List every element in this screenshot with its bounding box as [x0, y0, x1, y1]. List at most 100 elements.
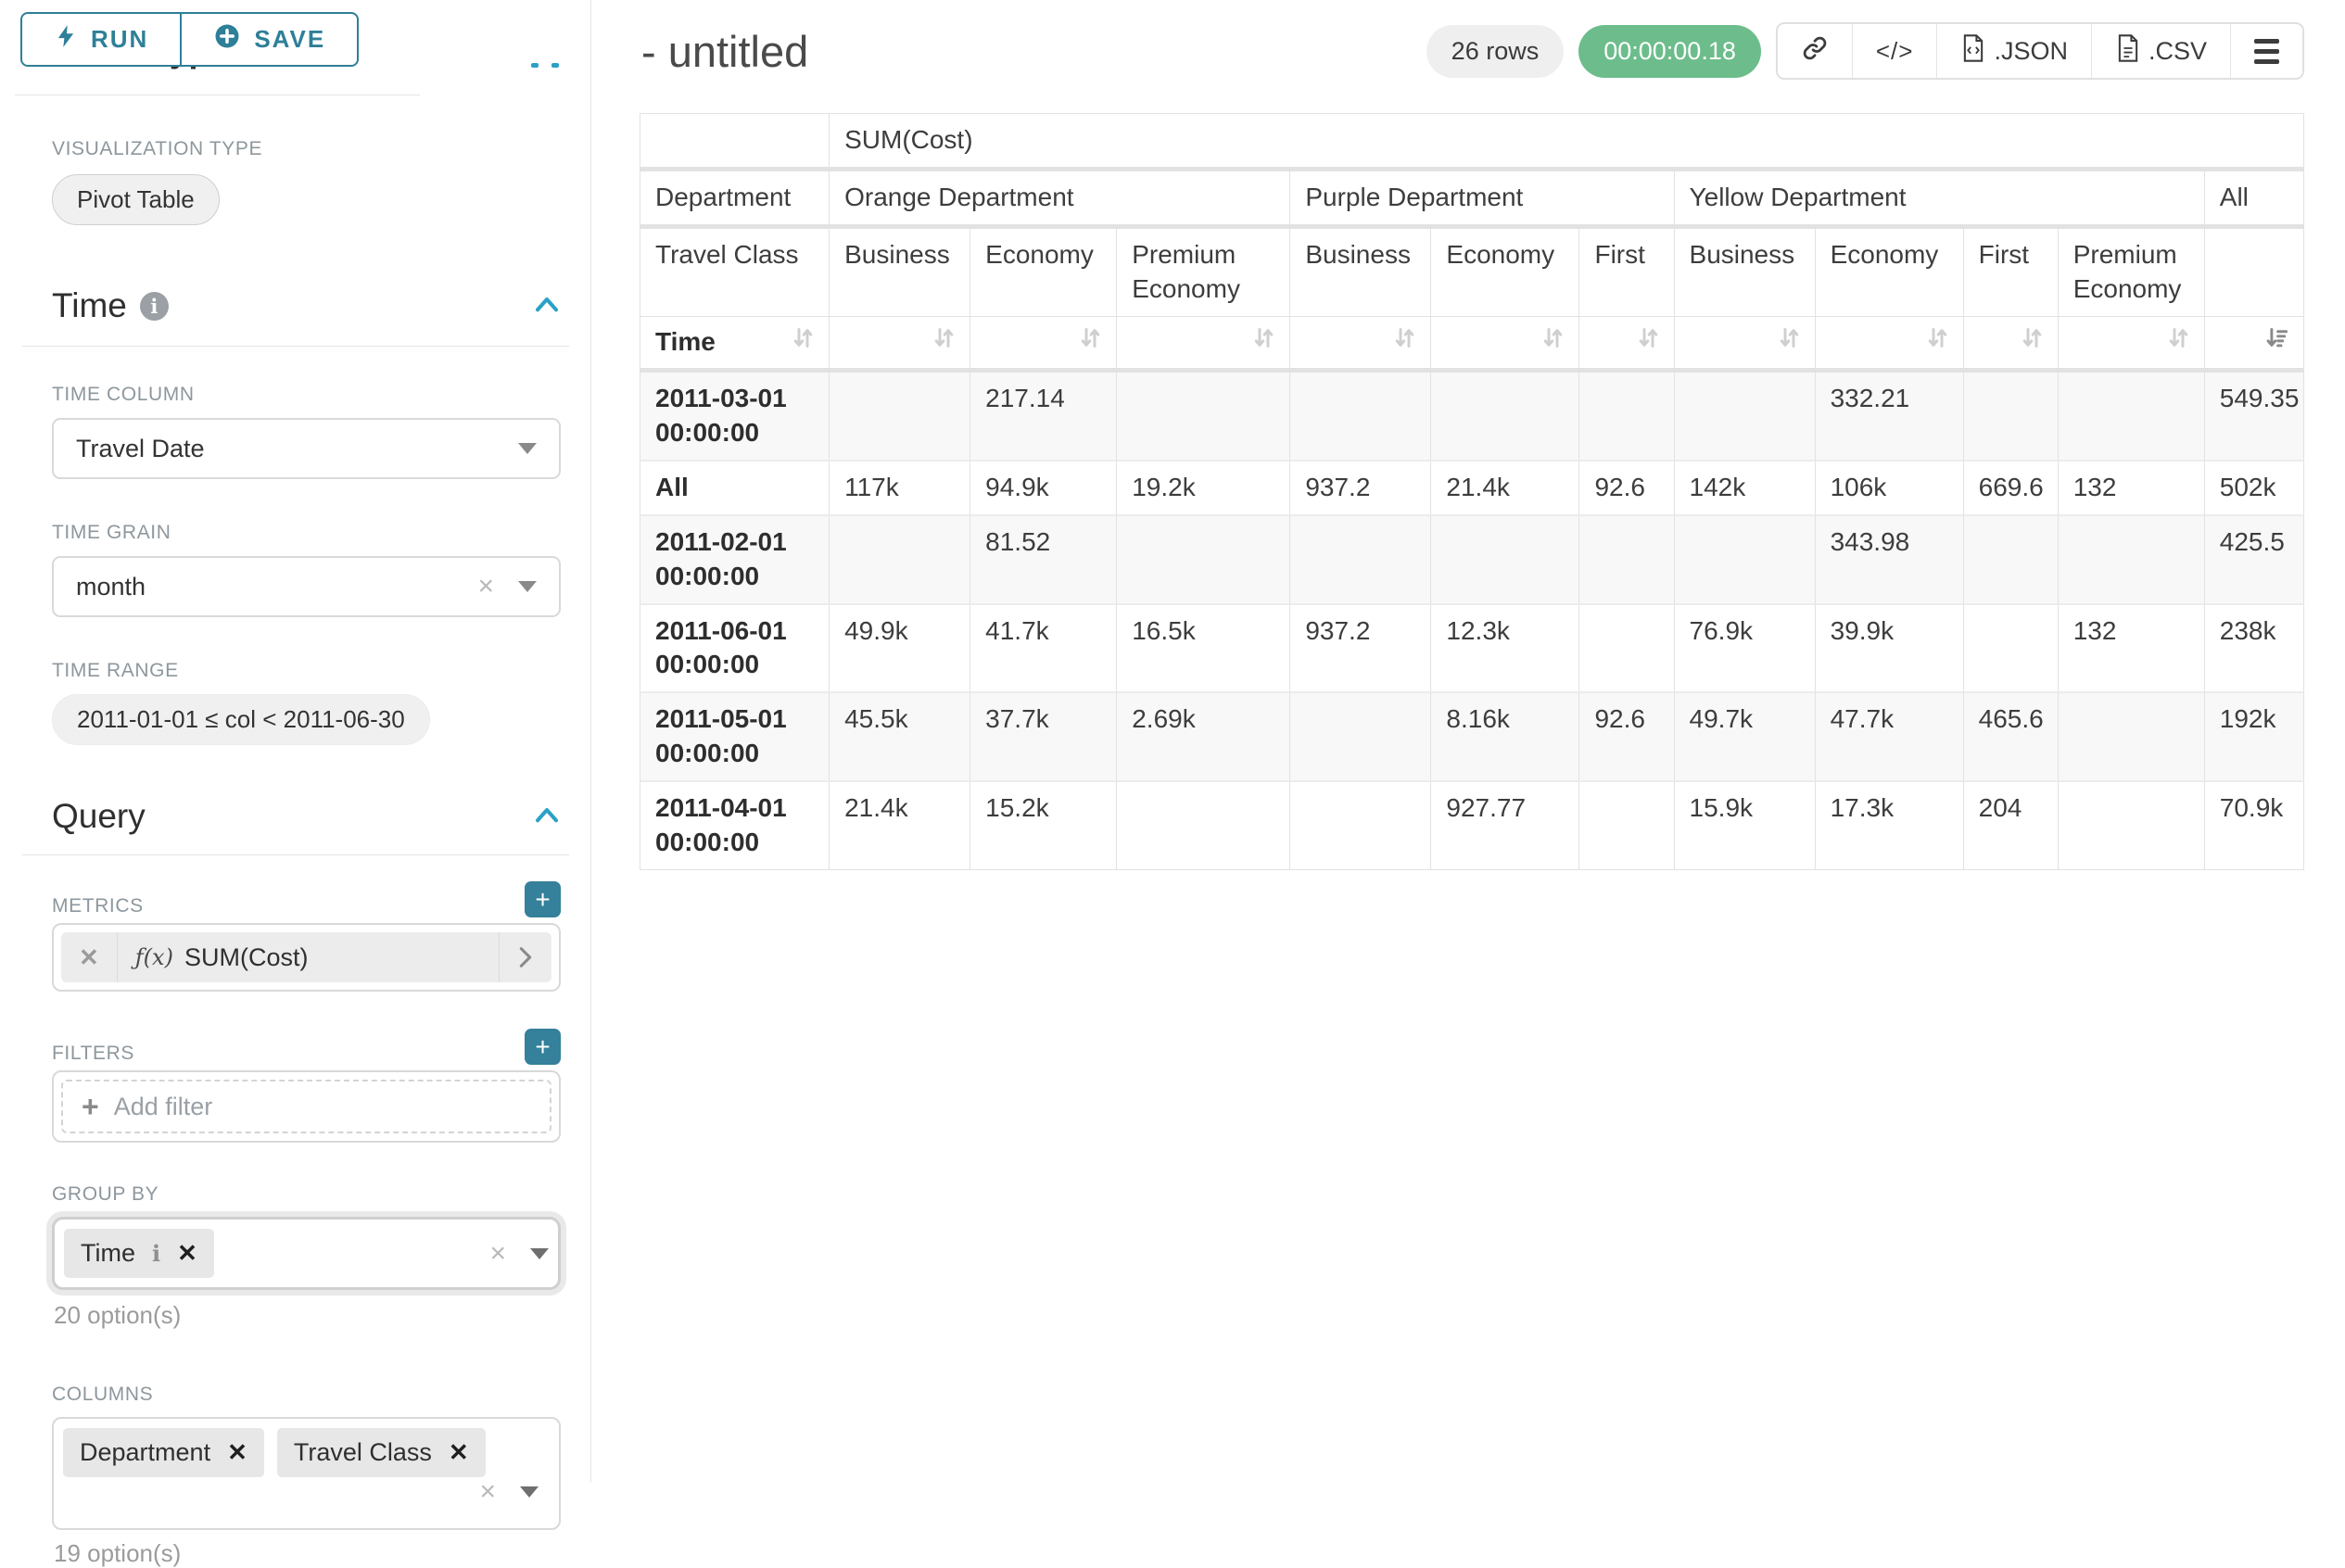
columns-chip[interactable]: Department ✕ [63, 1428, 264, 1477]
pivot-cell: 343.98 [1815, 515, 1964, 605]
pivot-row-label: All [640, 461, 830, 516]
run-button[interactable]: RUN [20, 12, 183, 67]
time-column-select[interactable]: Travel Date [52, 418, 561, 479]
pivot-col-group-header: Orange Department [830, 171, 1291, 229]
add-filter-plus-button[interactable]: + [525, 1029, 561, 1065]
columns-select[interactable]: Department ✕ Travel Class ✕ × [52, 1417, 561, 1530]
query-section-title: Query [52, 797, 146, 835]
pivot-cell: 21.4k [830, 782, 971, 871]
pivot-cell: 92.6 [1579, 461, 1675, 516]
remove-chip-icon[interactable]: ✕ [448, 1438, 469, 1466]
pivot-cell: 106k [1815, 461, 1964, 516]
add-metric-button[interactable]: + [525, 881, 561, 917]
pivot-cell [1117, 515, 1291, 605]
sort-header[interactable] [1431, 316, 1580, 373]
chevron-up-icon[interactable] [531, 63, 559, 68]
pivot-cell: 142k [1674, 461, 1816, 516]
time-column-value: Travel Date [76, 434, 205, 462]
pivot-cell [1290, 782, 1432, 871]
sort-icon [1251, 325, 1276, 360]
sort-icon [1925, 325, 1950, 360]
save-button-label: SAVE [254, 25, 326, 53]
sort-icon [1540, 325, 1565, 360]
info-icon: i [139, 291, 169, 321]
remove-chip-icon[interactable]: ✕ [177, 1239, 197, 1267]
pivot-cell: 502k [2204, 461, 2304, 516]
pivot-col-header: Business [1674, 228, 1816, 317]
sort-header[interactable] [970, 316, 1118, 373]
pivot-cell: 937.2 [1290, 461, 1432, 516]
pivot-col-header: Premium Economy [1117, 228, 1291, 317]
export-csv-button[interactable]: .CSV [2090, 24, 2230, 78]
table-row: 2011-04-01 00:00:00 21.4k 15.2k 927.77 15.9k… [640, 782, 2304, 871]
group-by-select[interactable]: Time i ✕ × [52, 1217, 561, 1290]
export-json-label: .JSON [1994, 36, 2068, 65]
pivot-cell [2058, 782, 2205, 871]
chevron-right-icon[interactable] [499, 932, 551, 982]
columns-chip[interactable]: Travel Class ✕ [276, 1428, 486, 1477]
caret-down-icon [530, 1247, 549, 1259]
pivot-cell: 16.5k [1117, 604, 1291, 694]
chip-label: Time [81, 1239, 135, 1267]
pivot-table: SUM(Cost) Department Orange Department Purp… [640, 113, 2304, 871]
pivot-cell [1290, 515, 1432, 605]
pivot-cell: 332.21 [1815, 372, 1964, 462]
pivot-cell: 47.7k [1815, 693, 1964, 783]
sort-header[interactable] [2204, 316, 2304, 373]
sort-header[interactable] [830, 316, 971, 373]
sort-header[interactable] [1290, 316, 1432, 373]
share-link-button[interactable] [1778, 24, 1852, 78]
menu-button[interactable] [2230, 24, 2302, 78]
sort-header[interactable] [1674, 316, 1816, 373]
pivot-col-header: Economy [1431, 228, 1580, 317]
pivot-cell: 94.9k [970, 461, 1118, 516]
plus-icon: + [82, 1089, 99, 1123]
clear-icon[interactable]: × [489, 1237, 506, 1269]
pivot-cell [1290, 693, 1432, 783]
pivot-cell [1290, 372, 1432, 462]
time-range-value[interactable]: 2011-01-01 ≤ col < 2011-06-30 [52, 694, 430, 745]
remove-metric-icon[interactable]: ✕ [61, 932, 118, 982]
pivot-cell: 81.52 [970, 515, 1118, 605]
pivot-cell: 49.7k [1674, 693, 1816, 783]
metric-pill[interactable]: ✕ ƒ(x) SUM(Cost) [61, 932, 551, 982]
clear-icon[interactable]: × [479, 1476, 496, 1507]
save-button[interactable]: SAVE [180, 12, 360, 67]
group-by-label: GROUP BY [52, 1183, 159, 1205]
remove-chip-icon[interactable]: ✕ [227, 1438, 247, 1466]
pivot-cell: 132 [2058, 461, 2205, 516]
sort-header[interactable] [1963, 316, 2059, 373]
pivot-cell: 17.3k [1815, 782, 1964, 871]
pivot-cell: 927.77 [1431, 782, 1580, 871]
chevron-up-icon[interactable] [533, 803, 561, 830]
time-grain-select[interactable]: month × [52, 556, 561, 617]
sort-header[interactable] [1815, 316, 1964, 373]
chart-title[interactable]: - untitled [641, 26, 809, 76]
chevron-up-icon[interactable] [533, 293, 561, 320]
sort-header[interactable] [2058, 316, 2205, 373]
pivot-cell: 8.16k [1431, 693, 1580, 783]
caret-down-icon [518, 581, 537, 592]
clear-icon[interactable]: × [477, 571, 494, 601]
pivot-col-header: Business [830, 228, 971, 317]
csv-file-icon [2115, 33, 2141, 70]
group-by-chip[interactable]: Time i ✕ [64, 1229, 214, 1278]
add-filter-button[interactable]: + Add filter [61, 1080, 551, 1133]
sort-header[interactable] [1117, 316, 1291, 373]
pivot-cell [2058, 372, 2205, 462]
time-column-label: TIME COLUMN [52, 384, 195, 405]
sort-header[interactable] [1579, 316, 1675, 373]
sort-header-row-label[interactable]: Time [640, 316, 830, 373]
sort-icon [932, 325, 957, 360]
view-query-button[interactable]: </> [1851, 24, 1937, 78]
section-divider [22, 346, 569, 347]
pivot-cell [1431, 515, 1580, 605]
export-csv-label: .CSV [2148, 36, 2207, 65]
pivot-col-header: Economy [1815, 228, 1964, 317]
pivot-cell [1674, 372, 1816, 462]
pivot-cell [1579, 782, 1675, 871]
visualization-type-value[interactable]: Pivot Table [52, 174, 220, 225]
pivot-cell: 39.9k [1815, 604, 1964, 694]
export-json-button[interactable]: .JSON [1936, 24, 2091, 78]
pivot-col-header [2204, 228, 2304, 317]
